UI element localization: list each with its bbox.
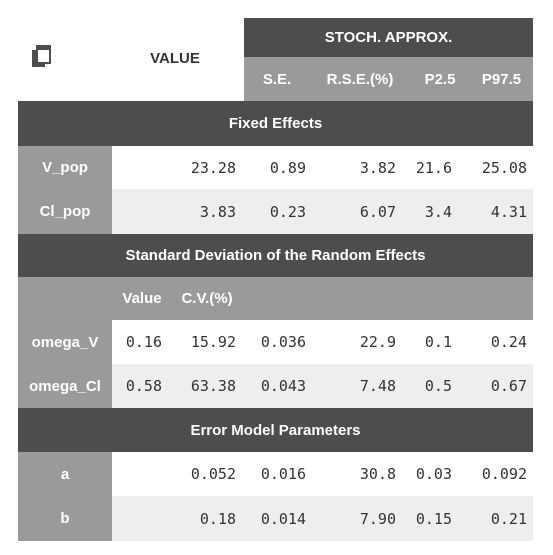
cell-rse: 6.07 bbox=[359, 202, 396, 221]
cell-p975: 0.092 bbox=[481, 465, 527, 483]
col-p25: P2.5 bbox=[424, 70, 456, 88]
section-error-model: Error Model Parameters bbox=[18, 408, 533, 452]
cell-p975: 4.31 bbox=[490, 202, 527, 221]
row-label: omega_Cl bbox=[18, 364, 112, 408]
cell-rse: 3.82 bbox=[359, 158, 396, 177]
table-row: omega_V 0.16 15.92 0.036 22.9 0.1 0.24 bbox=[18, 320, 533, 364]
cell-cv: 63.38 bbox=[190, 377, 236, 395]
cell-p25: 21.6 bbox=[415, 158, 452, 177]
cell-se: 0.036 bbox=[260, 333, 306, 351]
row-label: V_pop bbox=[18, 146, 112, 189]
cell-se: 0.043 bbox=[260, 377, 306, 395]
cell-rse: 30.8 bbox=[359, 465, 396, 483]
table-row: Cl_pop 3.83 0.23 6.07 3.4 4.31 bbox=[18, 189, 533, 234]
row-label: a bbox=[18, 452, 112, 496]
column-header-row: S.E. R.S.E.(%) P2.5 P97.5 bbox=[244, 57, 533, 101]
cell-rse: 7.48 bbox=[359, 377, 396, 395]
value-header: VALUE bbox=[150, 49, 200, 67]
table-row: b 0.18 0.014 7.90 0.15 0.21 bbox=[18, 496, 533, 541]
cell-value: 0.16 bbox=[125, 333, 162, 351]
cell-rse: 22.9 bbox=[359, 333, 396, 351]
cell-cv: 15.92 bbox=[190, 333, 236, 351]
row-label: omega_V bbox=[18, 320, 112, 364]
col-rse: R.S.E.(%) bbox=[326, 70, 394, 88]
sd-col-value: Value bbox=[122, 290, 162, 307]
cell-value: 3.83 bbox=[199, 202, 236, 221]
cell-se: 0.014 bbox=[260, 509, 306, 528]
cell-se: 0.23 bbox=[269, 202, 306, 221]
cell-value: 0.18 bbox=[199, 509, 236, 528]
cell-p975: 0.67 bbox=[490, 377, 527, 395]
copy-icon[interactable] bbox=[30, 45, 52, 69]
cell-rse: 7.90 bbox=[359, 509, 396, 528]
col-p975: P97.5 bbox=[481, 70, 522, 88]
row-label: b bbox=[18, 496, 112, 541]
cell-p25: 0.5 bbox=[424, 377, 452, 395]
cell-p975: 0.24 bbox=[490, 333, 527, 351]
cell-value: 0.052 bbox=[190, 465, 236, 483]
cell-p25: 0.15 bbox=[415, 509, 452, 528]
section-fixed-effects: Fixed Effects bbox=[18, 101, 533, 146]
table-row: omega_Cl 0.58 63.38 0.043 7.48 0.5 0.67 bbox=[18, 364, 533, 408]
table-row: a 0.052 0.016 30.8 0.03 0.092 bbox=[18, 452, 533, 496]
cell-p975: 0.21 bbox=[490, 509, 527, 528]
row-label: Cl_pop bbox=[18, 189, 112, 234]
stoch-approx-header: STOCH. APPROX. bbox=[244, 18, 533, 57]
cell-p975: 25.08 bbox=[481, 158, 527, 177]
sd-col-cv: C.V.(%) bbox=[181, 290, 233, 307]
cell-p25: 3.4 bbox=[424, 202, 452, 221]
table-header-left: VALUE bbox=[0, 0, 244, 101]
col-se: S.E. bbox=[262, 70, 292, 88]
section-sd-random-effects: Standard Deviation of the Random Effects bbox=[18, 234, 533, 277]
cell-se: 0.016 bbox=[260, 465, 306, 483]
cell-value: 23.28 bbox=[190, 158, 236, 177]
cell-p25: 0.03 bbox=[415, 465, 452, 483]
cell-p25: 0.1 bbox=[424, 333, 452, 351]
cell-se: 0.89 bbox=[269, 158, 306, 177]
table-row: V_pop 23.28 0.89 3.82 21.6 25.08 bbox=[18, 146, 533, 189]
sd-subheader-row: Value C.V.(%) bbox=[18, 277, 533, 320]
cell-value: 0.58 bbox=[125, 377, 162, 395]
